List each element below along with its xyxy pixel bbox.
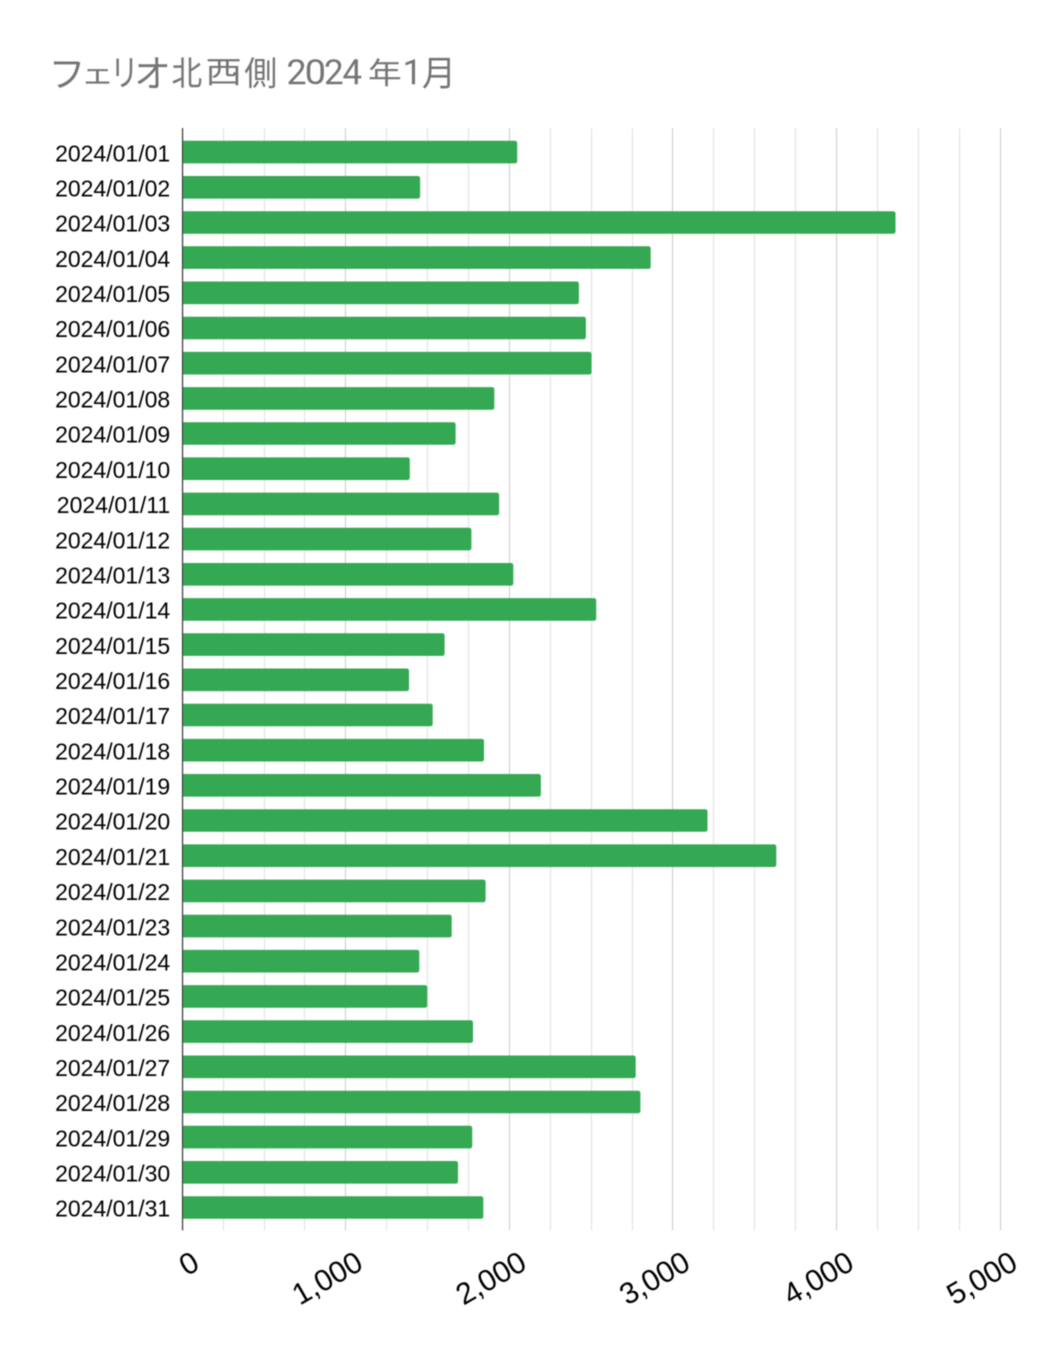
svg-text:2024/01/31: 2024/01/31 — [55, 1196, 170, 1222]
svg-text:2024/01/01: 2024/01/01 — [55, 140, 170, 166]
svg-text:2024/01/18: 2024/01/18 — [55, 738, 170, 764]
svg-text:2024/01/13: 2024/01/13 — [55, 563, 170, 589]
svg-text:2024/01/26: 2024/01/26 — [55, 1020, 170, 1046]
svg-text:2024/01/05: 2024/01/05 — [55, 281, 170, 307]
svg-text:2024/01/23: 2024/01/23 — [55, 914, 170, 940]
svg-text:2024/01/04: 2024/01/04 — [55, 246, 170, 272]
svg-text:2024/01/09: 2024/01/09 — [55, 422, 170, 448]
svg-text:2024/01/10: 2024/01/10 — [55, 457, 170, 483]
svg-text:2024/01/03: 2024/01/03 — [55, 211, 170, 237]
svg-text:2024/01/06: 2024/01/06 — [55, 316, 170, 342]
svg-text:2024/01/17: 2024/01/17 — [55, 703, 170, 729]
svg-text:2024/01/08: 2024/01/08 — [55, 387, 170, 413]
svg-text:2024/01/27: 2024/01/27 — [55, 1055, 170, 1081]
svg-text:2024/01/07: 2024/01/07 — [55, 351, 170, 377]
svg-text:2024/01/28: 2024/01/28 — [55, 1090, 170, 1116]
svg-text:2024/01/22: 2024/01/22 — [55, 879, 170, 905]
svg-text:2024/01/19: 2024/01/19 — [55, 774, 170, 800]
svg-text:2024/01/24: 2024/01/24 — [55, 949, 170, 975]
svg-text:2024/01/30: 2024/01/30 — [55, 1161, 170, 1187]
svg-text:2024/01/20: 2024/01/20 — [55, 809, 170, 835]
svg-text:2024/01/16: 2024/01/16 — [55, 668, 170, 694]
svg-text:2024/01/29: 2024/01/29 — [55, 1125, 170, 1151]
svg-text:2024/01/25: 2024/01/25 — [55, 985, 170, 1011]
svg-text:2024/01/14: 2024/01/14 — [55, 598, 170, 624]
svg-text:2024/01/21: 2024/01/21 — [55, 844, 170, 870]
svg-text:2024/01/15: 2024/01/15 — [55, 633, 170, 659]
svg-text:2024/01/02: 2024/01/02 — [55, 176, 170, 202]
svg-text:2024/01/11: 2024/01/11 — [57, 492, 170, 518]
svg-text:2024/01/12: 2024/01/12 — [55, 527, 170, 553]
